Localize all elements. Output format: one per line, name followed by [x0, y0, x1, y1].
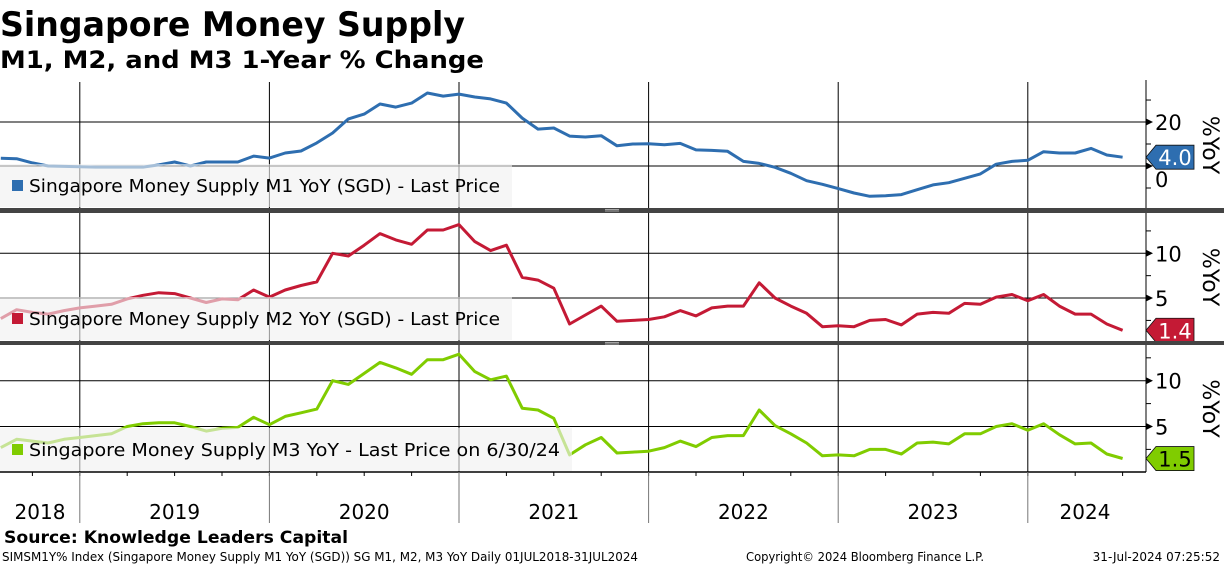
y-tick-arrow [1146, 422, 1153, 430]
source-text: Source: Knowledge Leaders Capital [4, 528, 348, 548]
last-value-label: 1.5 [1158, 448, 1191, 472]
last-value-tag [1145, 446, 1195, 471]
legend-box [0, 164, 512, 207]
last-value-tag [1145, 144, 1195, 170]
panel-separator [0, 341, 1224, 345]
y-tick-label: 10 [1155, 242, 1182, 266]
panel-2: Singapore Money Supply M2 YoY (SGD) - La… [0, 211, 1222, 343]
separator-grip [605, 343, 619, 345]
legend-box [0, 297, 512, 340]
panel-separator [0, 208, 1224, 213]
last-value-tag [1145, 317, 1195, 343]
y-axis-label: %YoY [1197, 116, 1222, 175]
y-tick-label: 20 [1155, 111, 1182, 135]
x-tick-label: 2020 [339, 500, 390, 524]
footer-description: SIMSM1Y% Index (Singapore Money Supply M… [2, 550, 638, 564]
separator-grip [605, 210, 619, 212]
y-tick-label: 5 [1155, 415, 1168, 439]
x-tick-label: 2019 [149, 500, 200, 524]
x-tick-label: 2018 [15, 500, 66, 524]
y-tick-label: 0 [1155, 168, 1168, 192]
x-tick-label: 2024 [1060, 500, 1111, 524]
chart-title: Singapore Money Supply [0, 5, 465, 45]
panel-3: Singapore Money Supply M3 YoY - Last Pri… [0, 343, 1222, 472]
x-tick-label: 2021 [528, 500, 579, 524]
x-tick-label: 2023 [908, 500, 959, 524]
legend-swatch [12, 444, 23, 455]
y-tick-arrow [1146, 118, 1153, 126]
y-tick-arrow [1146, 162, 1153, 170]
x-tick-label: 2022 [718, 500, 769, 524]
y-tick-arrow [1146, 294, 1153, 302]
legend-box [0, 428, 572, 471]
legend-swatch [12, 180, 23, 191]
plot-area: Singapore Money Supply M1 YoY (SGD) - La… [0, 80, 1224, 524]
legend-label: Singapore Money Supply M1 YoY (SGD) - La… [29, 176, 500, 197]
y-tick-arrow [1146, 377, 1153, 385]
legend-swatch [12, 313, 23, 324]
footer-copyright: Copyright© 2024 Bloomberg Finance L.P. [746, 550, 984, 564]
legend-label: Singapore Money Supply M2 YoY (SGD) - La… [29, 309, 500, 330]
separator-grip [605, 342, 619, 343]
footer-timestamp: 31-Jul-2024 07:25:52 [1093, 550, 1220, 564]
y-axis-label: %YoY [1197, 248, 1222, 307]
legend-label: Singapore Money Supply M3 YoY - Last Pri… [29, 440, 560, 461]
y-tick-label: 10 [1155, 370, 1182, 394]
panel-1: Singapore Money Supply M1 YoY (SGD) - La… [0, 80, 1222, 208]
y-tick-label: 5 [1155, 287, 1168, 311]
chart-subtitle: M1, M2, and M3 1-Year % Change [0, 46, 484, 74]
last-value-label: 1.4 [1158, 319, 1191, 343]
separator-grip [605, 209, 619, 210]
y-axis-label: %YoY [1197, 379, 1222, 438]
y-tick-arrow [1146, 249, 1153, 257]
last-value-label: 4.0 [1158, 146, 1191, 170]
